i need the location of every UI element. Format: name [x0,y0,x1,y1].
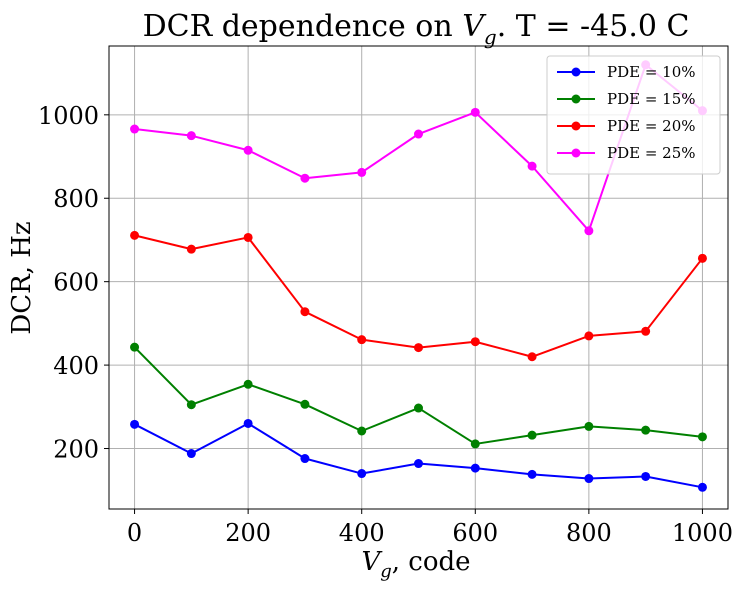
data-point [243,379,253,389]
data-point [414,343,423,353]
legend-marker [571,94,581,104]
legend-label: PDE = 15% [607,90,696,108]
series-3 [130,230,707,362]
series-layer [130,60,707,492]
data-point [186,131,196,141]
data-point [414,459,423,469]
data-point [243,145,253,155]
x-tick-label: 800 [566,519,612,547]
x-tick-label: 1000 [672,519,733,547]
y-tick-label: 200 [53,436,99,464]
legend-label: PDE = 20% [607,117,696,135]
legend-item: PDE = 20% [557,117,696,135]
xlabel-suffix: , code [392,547,471,577]
series-line [133,346,703,445]
title-prefix: DCR dependence on [143,9,463,44]
title-sub: g [484,25,497,49]
data-point [186,449,196,459]
data-point [414,129,423,139]
title-suffix: . T = -45.0 C [497,9,690,44]
data-point [641,326,651,336]
data-point [527,430,537,440]
data-point [470,107,480,117]
legend-label: PDE = 10% [607,63,696,81]
series-2 [130,342,707,449]
data-point [641,425,651,435]
data-point [527,352,537,362]
data-point [641,471,651,481]
legend-label: PDE = 25% [607,144,696,162]
legend-item: PDE = 25% [557,144,696,162]
y-tick-label: 600 [53,269,99,297]
data-point [697,432,707,442]
data-point [584,331,594,341]
data-point [357,167,367,177]
data-point [130,342,140,352]
xlabel-sub: g [380,561,392,582]
data-point [357,469,367,479]
title-var: V [462,9,487,44]
x-axis-label: Vg, code [361,547,470,582]
xlabel-var: V [361,547,382,577]
chart-title: DCR dependence on Vg. T = -45.0 C [143,9,690,49]
x-tick-label: 400 [339,519,385,547]
legend-marker [571,148,581,158]
data-point [584,421,594,431]
y-tick-label: 1000 [38,102,99,130]
data-point [300,173,310,183]
data-point [527,469,537,479]
legend-item: PDE = 15% [557,90,696,108]
data-point [300,399,310,409]
series-1 [130,418,707,492]
legend-marker [571,67,581,77]
data-point [357,335,367,345]
legend-marker [571,121,581,131]
data-point [186,400,196,410]
data-point [584,226,594,236]
data-point [300,307,310,317]
data-point [584,474,594,484]
data-point [470,463,480,473]
series-line [134,422,703,489]
series-line [134,234,704,358]
data-point [130,419,140,429]
y-tick-label: 400 [53,352,99,380]
y-axis-label: DCR, Hz [7,221,37,334]
data-point [186,244,196,254]
legend: PDE = 10% PDE = 15% PDE = 20% PDE = 25% [546,55,721,175]
data-point [527,161,537,171]
plot-frame [108,45,729,510]
axis-ticks: 0 200 400 600 800 1000 200 400 600 800 1000 [38,102,733,547]
data-point [414,403,423,413]
legend-item: PDE = 10% [557,63,696,81]
data-point [243,418,253,428]
data-point [130,230,140,240]
data-point [300,454,310,464]
x-tick-label: 600 [452,519,498,547]
x-tick-label: 0 [127,519,142,547]
data-point [697,253,707,263]
data-point [470,439,480,449]
y-tick-label: 800 [53,185,99,213]
data-point [130,124,140,134]
data-point [243,232,253,242]
x-tick-label: 200 [225,519,271,547]
data-point [357,426,367,436]
data-point [697,482,707,492]
legend-box [546,55,721,175]
data-point [470,337,480,347]
